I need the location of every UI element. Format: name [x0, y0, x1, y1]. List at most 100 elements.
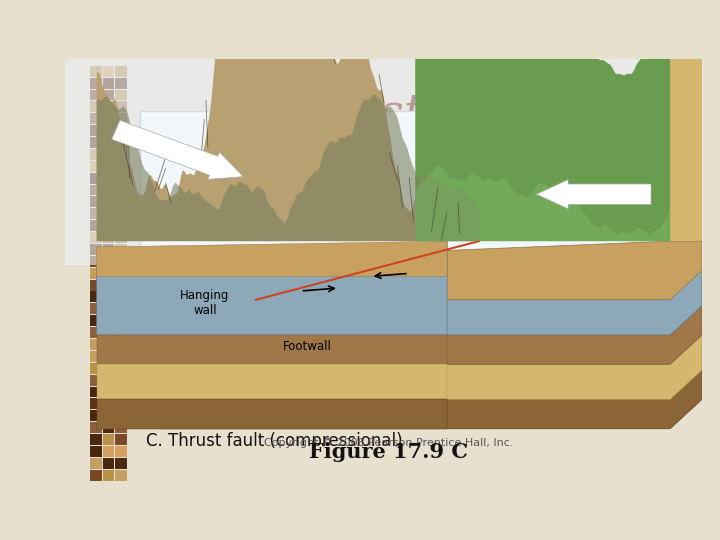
Bar: [103, 137, 114, 148]
Bar: [90, 256, 102, 267]
Bar: [115, 422, 127, 433]
Bar: [90, 470, 102, 481]
Bar: [90, 375, 102, 386]
Bar: [90, 363, 102, 374]
Polygon shape: [96, 335, 447, 365]
Bar: [115, 220, 127, 231]
Bar: [103, 315, 114, 326]
Bar: [90, 244, 102, 255]
Bar: [115, 268, 127, 279]
Bar: [90, 185, 102, 195]
Bar: [103, 90, 114, 100]
Bar: [90, 303, 102, 314]
Bar: [103, 197, 114, 207]
Polygon shape: [288, 241, 447, 300]
Bar: [103, 149, 114, 160]
Bar: [103, 351, 114, 362]
Bar: [90, 208, 102, 219]
Bar: [103, 434, 114, 445]
Bar: [115, 303, 127, 314]
Bar: [103, 458, 114, 469]
Text: Footwall: Footwall: [282, 340, 331, 353]
Polygon shape: [135, 306, 702, 365]
Bar: [103, 66, 114, 77]
Polygon shape: [96, 0, 479, 241]
Bar: [103, 339, 114, 350]
Polygon shape: [96, 94, 479, 241]
Bar: [103, 422, 114, 433]
Polygon shape: [161, 370, 702, 429]
Polygon shape: [109, 241, 702, 300]
Bar: [103, 113, 114, 124]
Bar: [103, 220, 114, 231]
Bar: [90, 161, 102, 172]
Bar: [103, 232, 114, 243]
Bar: [115, 446, 127, 457]
Polygon shape: [415, 2, 670, 241]
Bar: [115, 399, 127, 409]
Bar: [90, 173, 102, 184]
Bar: [115, 292, 127, 302]
Bar: [90, 280, 102, 291]
Bar: [90, 410, 102, 421]
Bar: [115, 410, 127, 421]
Bar: [115, 339, 127, 350]
Bar: [90, 422, 102, 433]
Polygon shape: [96, 400, 447, 429]
Bar: [115, 363, 127, 374]
Bar: [115, 90, 127, 100]
Bar: [115, 458, 127, 469]
Bar: [103, 102, 114, 112]
Bar: [90, 232, 102, 243]
Bar: [115, 327, 127, 338]
Bar: [115, 161, 127, 172]
Bar: [115, 232, 127, 243]
Bar: [115, 173, 127, 184]
Text: Hanging
wall: Hanging wall: [180, 289, 230, 316]
Bar: [115, 125, 127, 136]
Bar: [115, 387, 127, 397]
Bar: [103, 410, 114, 421]
Bar: [103, 470, 114, 481]
Polygon shape: [670, 59, 702, 241]
Bar: [90, 458, 102, 469]
Bar: [103, 292, 114, 302]
Text: C. Thrust fault (compressional): C. Thrust fault (compressional): [145, 431, 402, 449]
Bar: [115, 470, 127, 481]
Bar: [90, 137, 102, 148]
Bar: [115, 280, 127, 291]
Bar: [103, 387, 114, 397]
Bar: [115, 78, 127, 89]
Bar: [115, 113, 127, 124]
Bar: [140, 111, 634, 427]
Polygon shape: [96, 241, 447, 276]
Bar: [90, 125, 102, 136]
Bar: [103, 256, 114, 267]
Bar: [103, 375, 114, 386]
Bar: [103, 446, 114, 457]
Bar: [103, 280, 114, 291]
FancyArrow shape: [112, 120, 243, 179]
Bar: [90, 197, 102, 207]
Bar: [90, 399, 102, 409]
FancyArrow shape: [536, 180, 651, 209]
Bar: [115, 102, 127, 112]
Bar: [103, 185, 114, 195]
Bar: [90, 327, 102, 338]
Polygon shape: [415, 165, 670, 241]
Polygon shape: [96, 241, 447, 335]
Bar: [90, 90, 102, 100]
Bar: [115, 244, 127, 255]
Text: A thrust fault: A thrust fault: [228, 92, 549, 137]
Bar: [115, 375, 127, 386]
Bar: [90, 268, 102, 279]
Bar: [115, 351, 127, 362]
Bar: [115, 66, 127, 77]
Bar: [90, 113, 102, 124]
Bar: [103, 125, 114, 136]
Bar: [90, 315, 102, 326]
Bar: [90, 339, 102, 350]
Bar: [103, 244, 114, 255]
Bar: [90, 351, 102, 362]
Bar: [90, 149, 102, 160]
